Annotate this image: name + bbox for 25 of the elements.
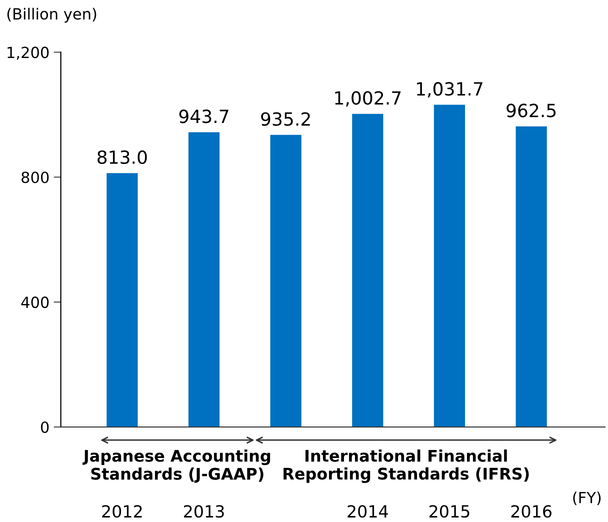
- bar: [516, 126, 547, 427]
- text: Japanese Accounting Standards (J-GAAP): [82, 449, 270, 483]
- x-tick-label: 2016: [511, 505, 552, 518]
- data-label: 1,031.7: [417, 82, 482, 98]
- y-tick-label: 800: [22, 172, 49, 184]
- bar: [270, 134, 302, 427]
- x-tick-label: 2014: [348, 505, 388, 518]
- data-label: 935.2: [261, 112, 310, 126]
- text: International Financial Reporting Standards (IFRS): [284, 449, 529, 483]
- data-label: 813.0: [98, 150, 147, 164]
- x-axis-title: (FY): [573, 492, 601, 506]
- data-label: 943.7: [179, 110, 228, 124]
- x-tick-label: 2015: [430, 505, 470, 518]
- bar: [106, 173, 138, 427]
- y-tick-label: 0: [40, 421, 49, 434]
- x-tick-label: 2013: [184, 505, 224, 518]
- data-label: 1,002.7: [335, 91, 401, 107]
- bar: [434, 104, 466, 427]
- bar: [188, 132, 220, 427]
- x-tick-label: 2012: [102, 505, 142, 518]
- y-axis-title: (Billion yen): [7, 8, 96, 23]
- y-tick-label: 400: [21, 296, 49, 308]
- y-tick-label: 1,200: [8, 46, 49, 60]
- bar: [352, 114, 384, 427]
- data-label: 962.5: [506, 104, 556, 118]
